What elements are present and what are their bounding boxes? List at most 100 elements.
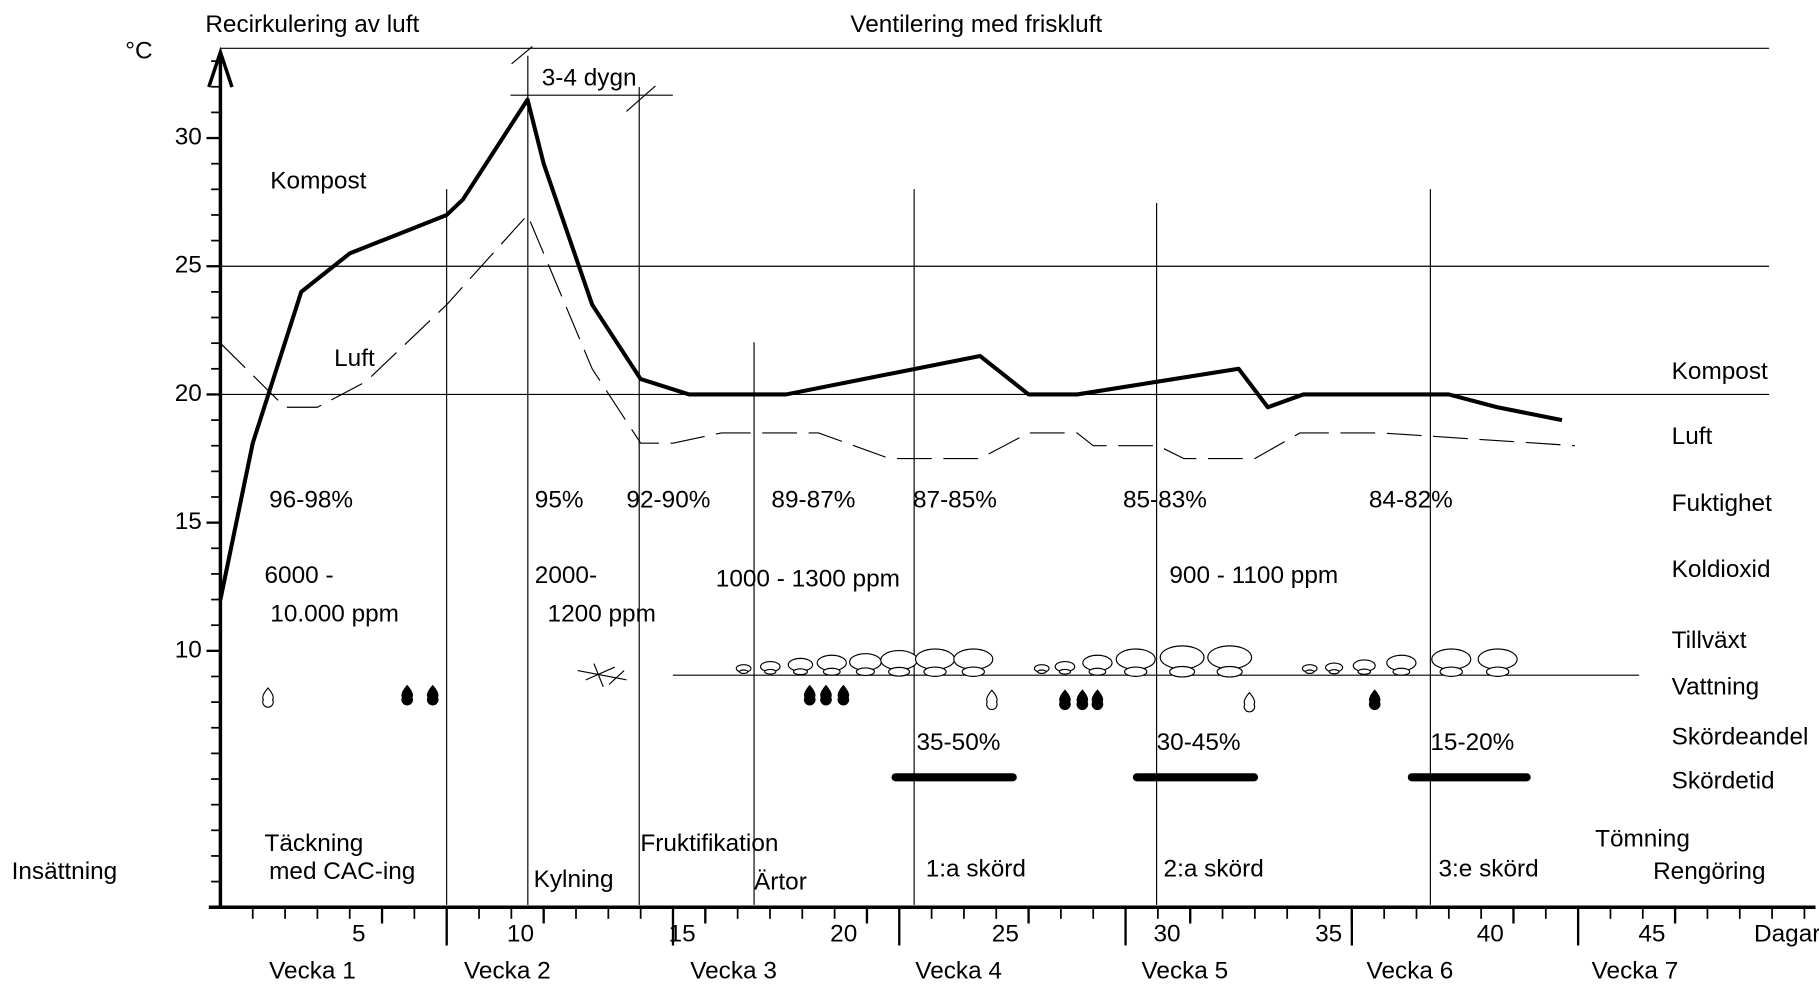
annotation: 35-50% [916,729,1000,756]
y-tick-label: 15 [175,508,202,535]
y-tick-label: 10 [175,636,202,663]
y-tick-label: 25 [175,252,202,279]
y-label: °C [125,38,152,65]
annotation: 10.000 ppm [270,600,399,627]
mushroom-stem [822,667,841,676]
mushroom-stem [923,666,947,677]
mushroom-cap [1477,648,1518,670]
mushroom-stem [1216,665,1243,678]
mushroom-cap [914,648,956,670]
x-tick-label: 20 [830,921,857,948]
mushroom-stem [1169,665,1196,678]
icons [262,645,1518,713]
legend-label: Kompost [1672,358,1768,385]
week-label: Vecka 3 [690,958,777,985]
y-tick-label: 30 [175,123,202,150]
annotation: 85-83% [1123,487,1207,514]
mushroom-stem [792,668,808,676]
row-label: Vattning [1672,673,1760,700]
mushroom-stem [1439,666,1463,677]
week-label: Vecka 4 [915,958,1002,985]
annotation: Insättning [12,858,118,885]
mushroom-stem [1328,669,1340,675]
annotation: 2:a skörd [1164,856,1264,883]
annotation: 3:e skörd [1438,856,1538,883]
mushroom-stem [1036,669,1047,675]
mushroom-stem [1088,667,1107,676]
water-drop [1243,691,1256,713]
mushroom-stem [764,668,777,675]
y-tick-label: 20 [175,380,202,407]
mushroom-stem [1357,668,1372,675]
week-label: Vecka 5 [1142,958,1229,985]
x-tick-label: 35 [1315,921,1342,948]
annotation: 3-4 dygn [542,64,637,91]
x-tick-label: 5 [352,921,366,948]
mushroom-stem [961,666,986,677]
mushroom-stem [1485,666,1510,677]
annotation: 95% [535,487,584,514]
annotation: Fruktifikation [640,830,778,857]
annotation: Luft [334,345,375,372]
legend-label: Luft [1672,423,1713,450]
water-drop [262,687,274,708]
twigs [577,663,627,688]
mushroom-cap [953,648,994,670]
x-tick-label: 40 [1477,921,1504,948]
annotation: Rengöring [1653,858,1765,885]
week-label: Vecka 7 [1592,958,1679,985]
week-label: Vecka 6 [1367,958,1454,985]
annotation: 1000 - 1300 ppm [716,566,900,593]
mushroom-stem [1058,668,1072,675]
water-drop [986,689,998,711]
annotation: 89-87% [771,487,855,514]
mushroom-stem [738,669,749,675]
water-drop [426,684,439,706]
week-label: Vecka 2 [464,958,551,985]
x-tick-label: 10 [507,921,534,948]
annotation: Kylning [534,866,614,893]
x-tick-label: 30 [1153,921,1180,948]
water-drop [1368,689,1381,711]
x-tick-label: 25 [992,921,1019,948]
series-line [220,214,1575,460]
mushroom-stem [888,666,911,677]
water-drop [837,684,850,706]
annotation: 6000 - [264,562,333,589]
annotation: 92-90% [626,487,710,514]
annotation: Ärtor [754,868,807,895]
mushroom-cap [1115,648,1156,670]
annotation: Tömning [1595,825,1690,852]
annotation: 2000- [535,562,597,589]
annotation: Täckning [264,830,363,857]
x-tick-label: 45 [1638,921,1665,948]
water-drop [401,684,413,706]
x-label: Dagar [1754,921,1819,948]
mushroom-stem [1123,666,1148,677]
water-drop [1076,689,1089,711]
mushroom-cap [1159,645,1205,670]
annotation: Kompost [270,168,366,195]
annotation: Recirkulering av luft [205,11,419,38]
annotation: Ventilering med friskluft [850,11,1102,38]
annotation: 30-45% [1157,729,1241,756]
mushroom-stem [1392,667,1411,676]
annotation: 1200 ppm [548,600,656,627]
water-drop [820,684,832,706]
row-label: Fuktighet [1672,490,1772,517]
row-label: Skördeandel [1672,723,1809,750]
series-line [218,97,1563,600]
row-label: Tillväxt [1672,627,1747,654]
mushroom-stem [855,667,876,677]
week-label: Vecka 1 [269,958,356,985]
row-label: Koldioxid [1672,556,1771,583]
row-label: Skördetid [1672,767,1775,794]
annotation: 900 - 1100 ppm [1169,562,1338,589]
annotation: 84-82% [1369,487,1453,514]
mushroom-stem [1304,669,1315,675]
annotation: 1:a skörd [926,856,1026,883]
mushroom-cap [1431,648,1472,670]
water-drop [803,684,816,706]
annotation: 15-20% [1430,729,1514,756]
